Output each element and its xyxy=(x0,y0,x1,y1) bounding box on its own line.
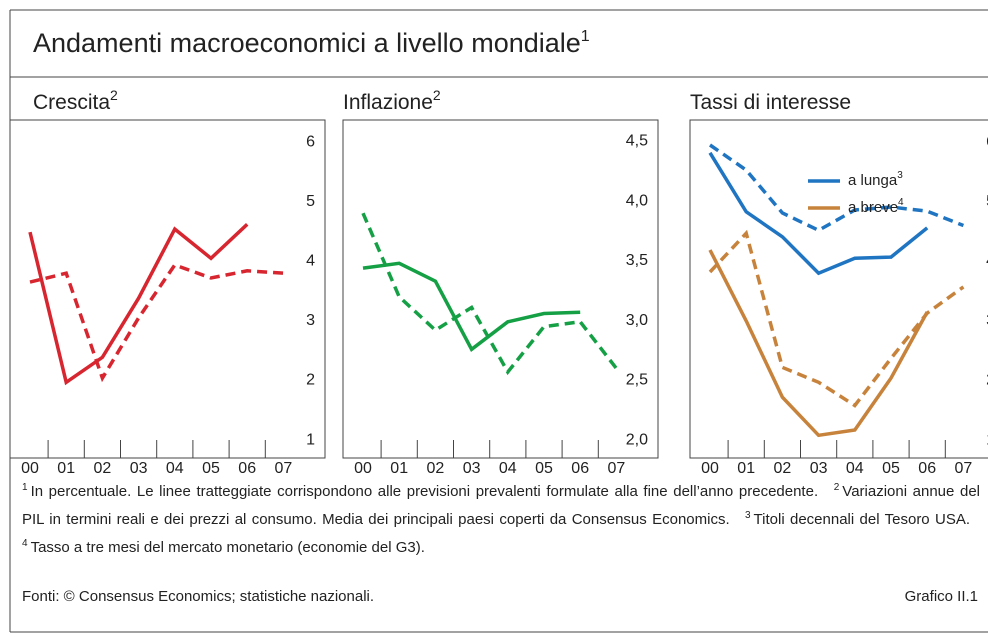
dashed-line xyxy=(29,262,284,383)
x-tick-label: 04 xyxy=(166,460,184,477)
x-tick-label: 05 xyxy=(882,460,900,477)
footnote: 4 Tasso a tre mesi del mercato monetario … xyxy=(22,538,425,556)
y-tick-label: 3 xyxy=(986,312,988,329)
x-tick-label: 00 xyxy=(354,460,372,477)
y-tick-label: 4 xyxy=(986,252,988,269)
panel-title-text: Inflazione xyxy=(343,91,433,114)
y-tick-label: 2,5 xyxy=(626,372,648,389)
plot-frame xyxy=(342,119,659,459)
line xyxy=(708,249,929,438)
x-tick-label: 06 xyxy=(238,460,256,477)
x-tick-label: 04 xyxy=(499,460,517,477)
y-tick-label: 2 xyxy=(306,372,315,389)
x-tick-label: 02 xyxy=(94,460,112,477)
y-tick-label: 1 xyxy=(306,431,315,448)
figure-label: Grafico II.1 xyxy=(904,588,978,605)
legend-label: a breve4 xyxy=(848,197,904,216)
x-tick-label: 03 xyxy=(810,460,828,477)
line xyxy=(28,223,249,386)
plot-frame xyxy=(689,119,988,459)
y-tick-label: 6 xyxy=(986,133,988,150)
x-tick-label: 07 xyxy=(608,460,626,477)
y-tick-label: 5 xyxy=(986,193,988,210)
footnote-number: 3 xyxy=(744,510,751,521)
figure-title: Andamenti macroeconomici a livello mondi… xyxy=(33,28,590,58)
x-tick-label: 00 xyxy=(21,460,39,477)
y-tick-label: 6 xyxy=(306,133,315,150)
footnote-number: 1 xyxy=(22,482,28,493)
legend-name: a breve xyxy=(848,199,898,216)
footnote-text: In percentuale. Le linee tratteggiate co… xyxy=(30,483,819,500)
y-tick-label: 1 xyxy=(986,431,988,448)
y-tick-label: 4 xyxy=(306,252,315,269)
x-tick-label: 01 xyxy=(390,460,408,477)
footnote-number: 2 xyxy=(833,482,840,493)
dashed-line xyxy=(708,229,965,408)
x-tick-label: 03 xyxy=(130,460,148,477)
y-tick-label: 2 xyxy=(986,372,988,389)
legend-name: a lunga xyxy=(848,172,898,189)
footnote-text: Tasso a tre mesi del mercato monetario (… xyxy=(30,539,425,556)
legend-note: 4 xyxy=(898,197,904,208)
y-tick-label: 2,0 xyxy=(626,431,648,448)
source: Fonti: © Consensus Economics; statistich… xyxy=(22,588,375,605)
x-tick-label: 07 xyxy=(275,460,293,477)
footnote-text: Variazioni annue del PIL in termini real… xyxy=(22,483,980,528)
y-tick-label: 3 xyxy=(306,312,315,329)
x-tick-label: 00 xyxy=(701,460,719,477)
footnote-text: Titoli decennali del Tesoro USA. xyxy=(753,511,970,528)
y-tick-label: 5 xyxy=(306,193,315,210)
x-tick-label: 06 xyxy=(918,460,936,477)
footnote: 2 Variazioni annue del PIL in termini rea… xyxy=(22,482,980,528)
panel-title: Inflazione2 xyxy=(343,87,441,114)
x-tick-label: 01 xyxy=(737,460,755,477)
x-tick-label: 01 xyxy=(57,460,75,477)
x-tick-label: 05 xyxy=(202,460,220,477)
x-tick-label: 04 xyxy=(846,460,864,477)
title-note: 1 xyxy=(581,28,590,45)
y-tick-label: 4,5 xyxy=(626,133,648,150)
title-text: Andamenti macroeconomici a livello mondi… xyxy=(33,28,581,58)
panel-title: Crescita2 xyxy=(33,87,118,114)
line xyxy=(708,151,929,276)
dashed-line xyxy=(709,143,965,233)
panel-title-text: Tassi di interesse xyxy=(690,91,851,114)
y-tick-label: 3,0 xyxy=(626,312,648,329)
footnote-number: 4 xyxy=(22,538,28,549)
line xyxy=(362,261,581,352)
x-tick-label: 07 xyxy=(955,460,973,477)
panel-title: Tassi di interesse xyxy=(690,91,851,114)
footnote: 3 Titoli decennali del Tesoro USA. xyxy=(744,510,970,528)
y-tick-label: 4,0 xyxy=(626,192,648,209)
dashed-line xyxy=(361,212,618,376)
x-tick-label: 03 xyxy=(463,460,481,477)
legend-label: a lunga3 xyxy=(848,170,903,189)
x-tick-label: 02 xyxy=(774,460,792,477)
plot-frame xyxy=(9,119,326,459)
x-tick-label: 05 xyxy=(535,460,553,477)
x-tick-label: 02 xyxy=(427,460,445,477)
legend-note: 3 xyxy=(897,170,903,181)
footnotes: 1 In percentuale. Le linee tratteggiate c… xyxy=(22,476,980,560)
panel-title-note: 2 xyxy=(433,87,441,103)
x-tick-label: 06 xyxy=(571,460,589,477)
panel-title-text: Crescita xyxy=(33,91,110,114)
panel-title-note: 2 xyxy=(110,87,118,103)
footnote: 1 In percentuale. Le linee tratteggiate c… xyxy=(22,482,819,500)
y-tick-label: 3,5 xyxy=(626,252,648,269)
